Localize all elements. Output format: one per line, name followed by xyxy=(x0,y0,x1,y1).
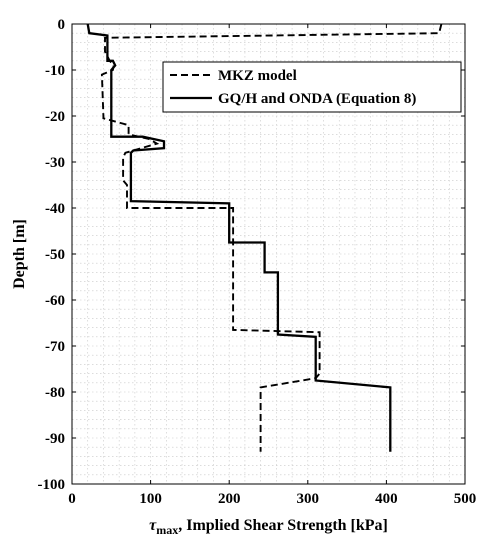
x-axis-title-subscript: max xyxy=(156,523,178,537)
series-layer xyxy=(86,23,443,452)
y-tick-label: -80 xyxy=(45,385,65,401)
y-tick-label: -60 xyxy=(45,293,65,309)
x-tick-label: 500 xyxy=(454,491,477,507)
y-tick-label: -70 xyxy=(45,339,65,355)
y-tick-label: -90 xyxy=(45,431,65,447)
axis-ticks: 0 100 200 300 400 500 0 -10 -20 -30 -40 -50 -60 -70 -8… xyxy=(38,17,477,507)
x-axis-title-symbol: τ xyxy=(149,517,157,534)
legend-box xyxy=(162,61,462,113)
series-line-mkz xyxy=(100,23,443,452)
x-tick-label: 0 xyxy=(68,491,76,507)
legend-label-mkz: MKZ model xyxy=(218,68,297,84)
y-tick-label: -100 xyxy=(38,477,66,493)
legend-label-gqh: GQ/H and ONDA (Equation 8) xyxy=(218,91,416,107)
y-axis-title: Depth [m] xyxy=(11,219,28,289)
y-tick-label: -40 xyxy=(45,201,65,217)
x-tick-label: 300 xyxy=(297,491,320,507)
legend: MKZ model GQ/H and ONDA (Equation 8) xyxy=(162,61,462,113)
y-tick-label: -20 xyxy=(45,109,65,125)
x-axis-title-rest: , Implied Shear Strength [kPa] xyxy=(178,517,388,534)
y-tick-label: -10 xyxy=(45,63,65,79)
y-tick-label: 0 xyxy=(58,17,66,33)
x-tick-label: 200 xyxy=(218,491,241,507)
x-tick-label: 400 xyxy=(375,491,398,507)
y-tick-label: -50 xyxy=(45,247,65,263)
x-tick-label: 100 xyxy=(139,491,162,507)
series-line-gqh xyxy=(86,23,392,452)
y-tick-label: -30 xyxy=(45,155,65,171)
x-axis-title: τmax, Implied Shear Strength [kPa] xyxy=(149,517,388,537)
